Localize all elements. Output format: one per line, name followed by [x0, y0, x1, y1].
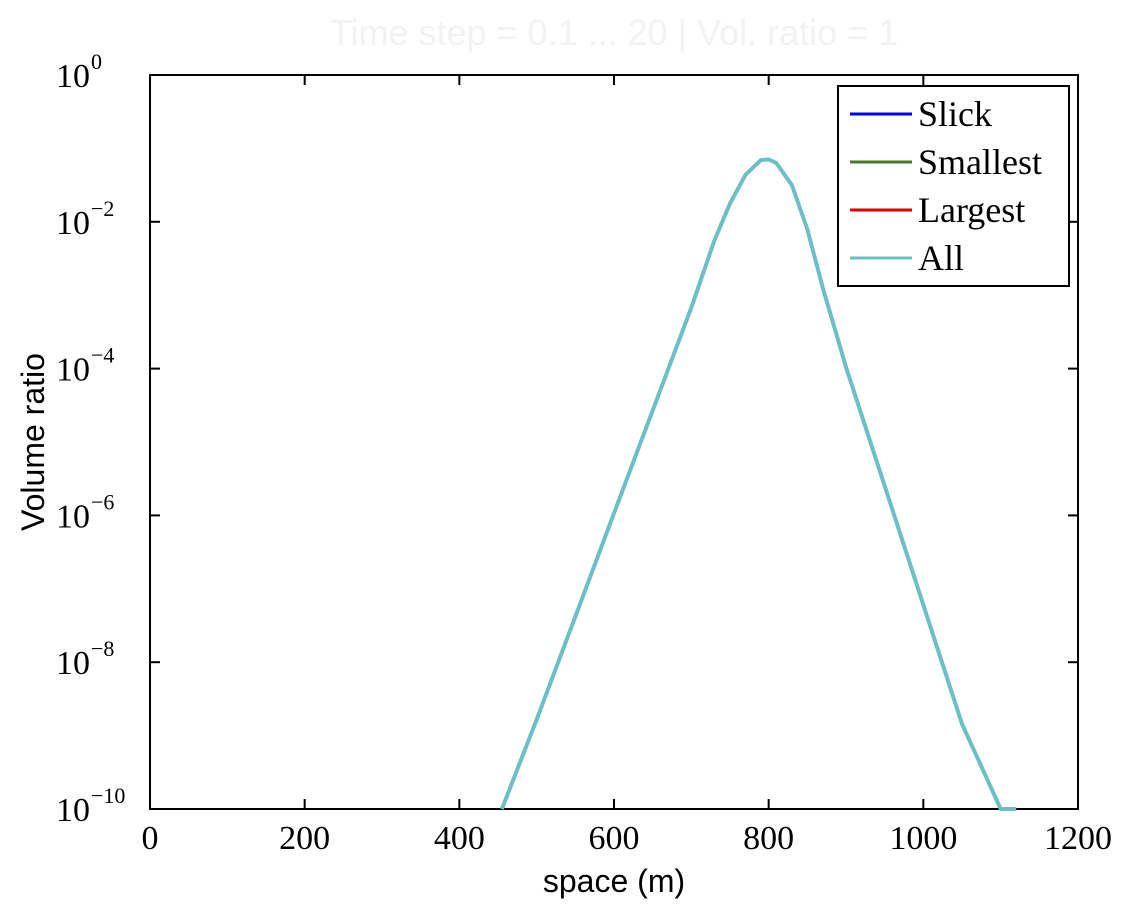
- y-tick-base: 10: [56, 792, 90, 829]
- x-tick-label: 1200: [1044, 820, 1112, 857]
- y-tick-exponent: −4: [91, 343, 114, 368]
- series-layer: [500, 157, 1017, 811]
- legend-box: [837, 85, 1070, 287]
- legend-label: All: [918, 238, 964, 278]
- x-tick-label: 200: [279, 820, 330, 857]
- legend-label: Largest: [918, 190, 1025, 230]
- y-tick-exponent: −6: [91, 489, 114, 514]
- x-tick-label: 600: [589, 820, 640, 857]
- y-tick-exponent: 0: [91, 49, 102, 74]
- legend-label: Slick: [918, 94, 992, 134]
- chart-title: Time step = 0.1 ... 20 | Vol. ratio = 1: [330, 12, 898, 53]
- y-tick-exponent: −2: [91, 196, 114, 221]
- x-tick-label: 400: [434, 820, 485, 857]
- y-tick-base: 10: [56, 645, 90, 682]
- x-axis: 0 200 400 600 800 1000 1200: [142, 75, 1112, 857]
- y-tick-label: 10 −10: [56, 783, 125, 829]
- y-axis-label: Volume ratio: [15, 353, 51, 531]
- y-tick-exponent: −8: [91, 636, 114, 661]
- y-tick-exponent: −10: [91, 783, 125, 808]
- y-tick-base: 10: [56, 58, 90, 95]
- y-tick-label: 10 −6: [56, 489, 114, 535]
- legend: Slick Smallest Largest All: [837, 85, 1070, 287]
- x-axis-label: space (m): [543, 863, 685, 899]
- y-tick-base: 10: [56, 205, 90, 242]
- y-tick-label: 10 −2: [56, 196, 114, 242]
- y-tick-base: 10: [56, 498, 90, 535]
- x-tick-label: 0: [142, 820, 159, 857]
- legend-label: Smallest: [918, 142, 1042, 182]
- series-line-all: [500, 157, 1017, 811]
- y-tick-base: 10: [56, 352, 90, 389]
- y-tick-label: 10 −4: [56, 343, 114, 389]
- x-tick-label: 800: [743, 820, 794, 857]
- x-tick-label: 1000: [889, 820, 957, 857]
- y-tick-label: 10 −8: [56, 636, 114, 682]
- y-tick-label: 10 0: [56, 49, 102, 95]
